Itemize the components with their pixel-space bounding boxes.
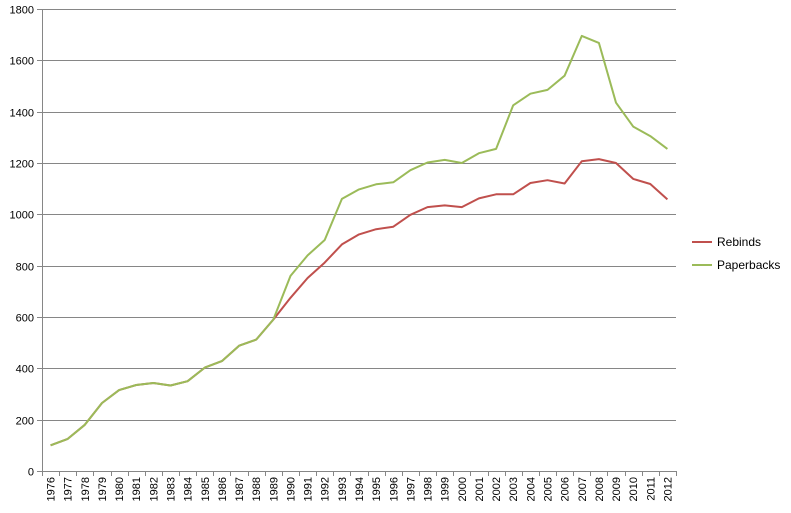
x-tick-label: 2005 <box>542 477 554 501</box>
legend: Rebinds Paperbacks <box>692 235 780 272</box>
x-tick-label: 1978 <box>80 477 92 501</box>
x-tick-label: 1998 <box>423 477 435 501</box>
y-tick-labels: 0 200 400 600 800 1000 1200 1400 1600 1800 <box>10 5 34 479</box>
y-tick-label: 200 <box>16 416 34 428</box>
x-tick-label: 1983 <box>166 477 178 501</box>
series-lines <box>50 34 669 447</box>
x-tick-label: 2001 <box>474 477 486 501</box>
y-tick-label: 1800 <box>10 5 34 17</box>
x-tick-label: 1993 <box>337 477 349 501</box>
y-tick-label: 400 <box>16 364 34 376</box>
y-tick-label: 0 <box>28 467 34 479</box>
x-tick-label: 1996 <box>388 477 400 501</box>
y-tick-label: 1600 <box>10 56 34 68</box>
x-tick-label: 1977 <box>63 477 75 501</box>
axes <box>37 9 677 476</box>
x-tick-label: 2012 <box>662 477 674 501</box>
y-tick-label: 1400 <box>10 108 34 120</box>
x-tick-labels: 1976 1977 1978 1979 1980 1981 1982 1983 1984 1985… <box>46 477 675 501</box>
x-tick-label: 2006 <box>560 477 572 501</box>
series-line-paperbacks <box>50 34 668 447</box>
y-tick-label: 600 <box>16 313 34 325</box>
x-tick-label: 2007 <box>577 477 589 501</box>
x-tick-label: 1988 <box>251 477 263 501</box>
x-tick-label: 2010 <box>628 477 640 501</box>
x-tick-label: 1981 <box>131 477 143 501</box>
x-tick-label: 1976 <box>46 477 58 501</box>
x-tick-label: 2004 <box>525 477 537 501</box>
x-tick-label: 1987 <box>234 477 246 501</box>
x-tick-label: 2000 <box>457 477 469 501</box>
x-tick-label: 1992 <box>320 477 332 501</box>
x-tick-label: 2011 <box>645 477 657 501</box>
x-tick-label: 2002 <box>491 477 503 501</box>
x-tick-label: 1989 <box>268 477 280 501</box>
x-tick-label: 1995 <box>371 477 383 501</box>
x-tick-label: 1999 <box>440 477 452 501</box>
x-tick-label: 1994 <box>354 477 366 501</box>
gridlines <box>42 9 676 472</box>
x-tick-label: 2009 <box>611 477 623 501</box>
x-tick-label: 1982 <box>148 477 160 501</box>
y-tick-label: 800 <box>16 262 34 274</box>
x-tick-label: 1986 <box>217 477 229 501</box>
x-tick-label: 1990 <box>285 477 297 501</box>
legend-label-rebinds: Rebinds <box>717 235 761 249</box>
series-line-rebinds <box>50 158 669 447</box>
x-tick-label: 2008 <box>594 477 606 501</box>
legend-label-paperbacks: Paperbacks <box>717 258 780 272</box>
x-tick-label: 1979 <box>97 477 109 501</box>
y-tick-label: 1000 <box>10 210 34 222</box>
x-tick-label: 2003 <box>508 477 520 501</box>
x-tick-label: 1985 <box>200 477 212 501</box>
x-tick-label: 1991 <box>303 477 315 501</box>
x-tick-label: 1984 <box>183 477 195 501</box>
y-tick-label: 1200 <box>10 159 34 171</box>
x-tick-label: 1997 <box>405 477 417 501</box>
x-tick-label: 1980 <box>114 477 126 501</box>
